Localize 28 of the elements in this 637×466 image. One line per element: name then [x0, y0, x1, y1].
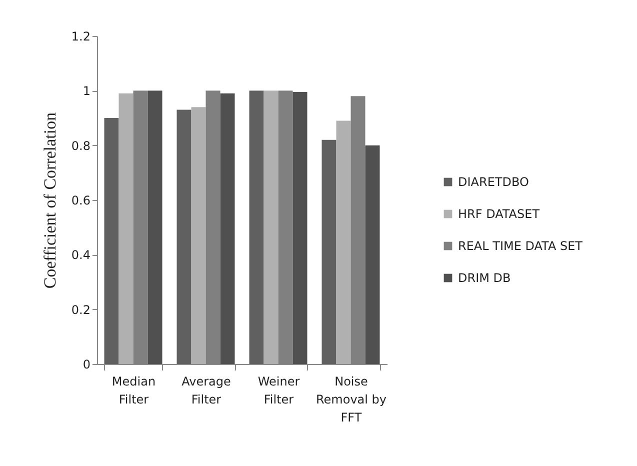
bar: [322, 140, 336, 364]
bar: [292, 92, 308, 364]
y-tick-label: 0.4: [71, 248, 90, 262]
y-axis-title: Coefficient of Correlation: [40, 112, 60, 289]
y-tick-label: 0.6: [71, 194, 90, 208]
bar: [176, 110, 192, 364]
x-tick-label: Noise Removal by FFT: [316, 374, 387, 424]
bar: [191, 107, 206, 364]
y-tick-label: 0.8: [71, 138, 90, 153]
y-tick-label: 1.2: [71, 30, 90, 44]
bar: [365, 145, 380, 364]
y-tick-label: 1: [82, 84, 90, 98]
bar: [118, 93, 134, 364]
y-tick-label: 0.2: [71, 302, 90, 317]
bar: [336, 120, 351, 364]
bar: [104, 118, 119, 364]
legend-label: HRF DATASET: [458, 207, 540, 221]
legend-label: DRIM DB: [458, 271, 511, 285]
x-tick-label: Average Filter: [182, 374, 231, 406]
legend-label: DIARETDBO: [458, 175, 529, 189]
legend-label: REAL TIME DATA SET: [458, 239, 584, 253]
bar: [249, 90, 264, 364]
bar: [220, 93, 235, 364]
x-tick-label: Median Filter: [112, 374, 156, 406]
y-tick-label: 0: [82, 358, 90, 372]
x-tick-label: Weiner Filter: [258, 374, 300, 406]
bar: [264, 90, 278, 364]
bar: [148, 90, 162, 364]
